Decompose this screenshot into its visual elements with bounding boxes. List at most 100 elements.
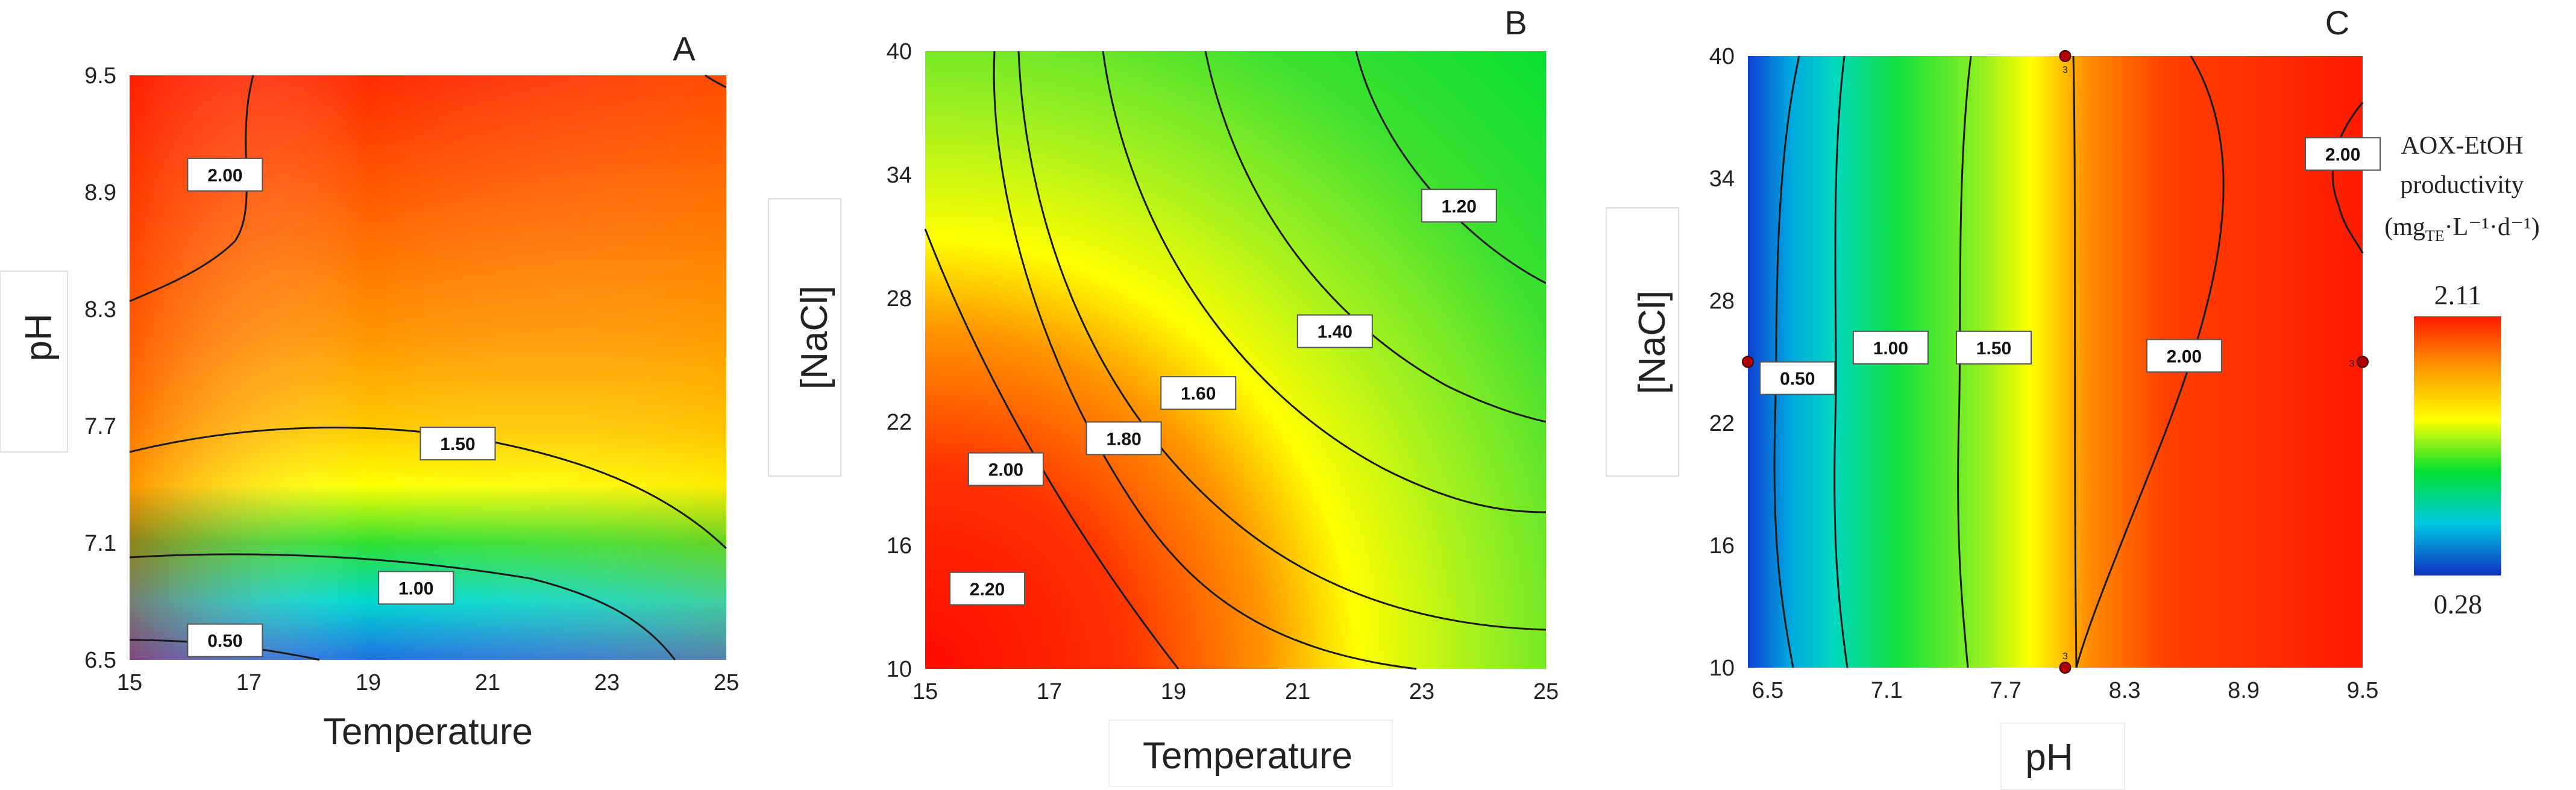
panel-a-contour-2-00 (129, 75, 254, 303)
panel-c-x-axis-label: pH (2025, 737, 2073, 779)
panel-a-x-ticks: 15 17 19 21 23 25 (117, 670, 739, 695)
design-point-label: 3 (2349, 359, 2355, 369)
contour-label-box (187, 623, 263, 657)
contour-label-box (967, 452, 1044, 486)
panel-a-contour-labels: 2.00 1.50 1.00 0.50 (187, 157, 496, 657)
legend-unit-sub: TE (2425, 227, 2445, 245)
contour-label: 1.50 (419, 427, 496, 461)
panel-a-y-ticks: 6.5 7.1 7.7 8.3 8.9 9.5 (84, 63, 116, 673)
design-point (2059, 50, 2072, 62)
x-tick-label: 17 (1037, 679, 1062, 704)
contour-label: 0.50 (1759, 361, 1836, 395)
contour-label-text: 1.50 (1976, 339, 2011, 359)
contour-label-text: 1.00 (398, 578, 433, 598)
contour-label-text: 1.60 (1181, 384, 1216, 404)
panel-b-x-axis-label: Temperature (1143, 735, 1352, 777)
x-tick-label: 8.3 (2109, 678, 2141, 703)
y-tick-label: 40 (1709, 44, 1735, 69)
panel-b-surface (925, 51, 1546, 669)
contour-label-box (1956, 330, 2032, 365)
contour-label-text: 2.00 (2167, 346, 2202, 366)
contour-label-box (378, 571, 454, 605)
contour-label: 1.50 (1956, 330, 2032, 365)
y-tick-label: 8.3 (84, 297, 116, 322)
y-tick-label: 34 (887, 163, 912, 188)
x-tick-label: 21 (475, 670, 500, 695)
y-tick-label: 16 (1709, 533, 1735, 559)
panel-b-contour-1-80 (1017, 51, 1547, 631)
contour-label-text: 2.00 (207, 166, 242, 186)
panel-c-contour-labels: 0.50 1.00 1.50 2.00 2.00 (1759, 137, 2381, 395)
contour-label-text: 0.50 (207, 632, 242, 651)
legend-unit: (mgTE·L⁻¹·d⁻¹) (2384, 213, 2540, 245)
y-tick-label: 8.9 (84, 180, 116, 205)
contour-label-text: 1.00 (1873, 339, 1908, 359)
x-tick-label: 15 (913, 679, 938, 704)
y-tick-label: 6.5 (84, 648, 116, 673)
panel-c-contour-1-50 (1957, 55, 1972, 668)
x-tick-label: 25 (714, 670, 739, 695)
panel-c-y-ticks: 10 16 22 28 34 40 (1709, 44, 1735, 681)
panel-a-x-axis-label: Temperature (323, 711, 533, 753)
design-point (2059, 662, 2072, 674)
x-tick-label: 9.5 (2347, 678, 2379, 703)
panel-b-y-axis-label: [NaCl] (794, 286, 835, 389)
panel-b-contour-1-60 (1102, 51, 1547, 513)
panel-b-contour-1-40 (1204, 51, 1547, 423)
y-tick-label: 9.5 (84, 63, 116, 89)
contour-label-box (187, 157, 263, 192)
contour-label-box (1296, 314, 1373, 348)
contour-label-box (1759, 361, 1836, 395)
x-tick-label: 6.5 (1751, 678, 1783, 703)
panel-b: 1.20 1.40 1.60 1.80 2.00 2.20 15 17 19 21 23 25 10… (768, 4, 1559, 787)
panel-a-letter: A (673, 30, 696, 67)
contour-label: 1.00 (378, 571, 454, 605)
contour-label-box (1421, 189, 1497, 223)
design-point-label: 3 (2062, 65, 2068, 75)
panel-b-y-ticks: 10 16 22 28 34 40 (887, 39, 912, 682)
contour-label: 2.00 (2146, 339, 2222, 373)
panel-a-y-label-box (0, 271, 68, 453)
legend-title-line1: AOX-EtOH (2401, 132, 2524, 160)
panel-c-y-label-box (1606, 207, 1679, 477)
panel-b-contour-2-00 (993, 51, 1417, 670)
x-tick-label: 17 (236, 670, 262, 695)
legend-max: 2.11 (2434, 280, 2482, 310)
legend-title-line2: productivity (2400, 171, 2524, 199)
contour-label-text: 2.20 (970, 580, 1005, 600)
panel-b-contour-labels: 1.20 1.40 1.60 1.80 2.00 2.20 (949, 189, 1497, 606)
y-tick-label: 7.1 (84, 531, 116, 556)
x-tick-label: 25 (1533, 679, 1559, 704)
legend-colorbar (2414, 316, 2501, 575)
y-tick-label: 10 (887, 657, 912, 682)
panel-b-contour-1-20 (1355, 51, 1547, 284)
panel-c-contour-2-00-b (2331, 102, 2364, 254)
panel-c-surface (1748, 56, 2363, 668)
panel-c: 0.50 1.00 1.50 2.00 2.00 3 3 3 6.5 7.1 7.7 8.3 8.9… (1606, 4, 2381, 790)
panel-c-letter: C (2325, 4, 2349, 42)
panel-b-letter: B (1504, 4, 1527, 42)
contour-label-text: 0.50 (1780, 369, 1815, 389)
panel-a-contour-corner (705, 74, 727, 89)
legend-unit-suffix: ·L⁻¹·d⁻¹) (2445, 213, 2540, 241)
legend: AOX-EtOH productivity (mgTE·L⁻¹·d⁻¹) 2.1… (2384, 132, 2540, 619)
design-point (1742, 356, 1754, 368)
y-tick-label: 10 (1709, 656, 1735, 681)
contour-label-box (1160, 376, 1237, 410)
contour-label: 1.80 (1085, 421, 1162, 456)
panel-b-contour-2-20 (924, 228, 1180, 669)
contour-label: 1.00 (1852, 330, 1929, 365)
y-tick-label: 28 (1709, 289, 1735, 314)
contour-label-box (2305, 137, 2381, 171)
contour-label: 1.60 (1160, 376, 1237, 410)
contour-label-box (419, 427, 496, 461)
contour-label-box (1852, 330, 1929, 365)
panel-c-contour-1-50-b (2072, 55, 2078, 668)
contour-label-text: 1.20 (1442, 196, 1477, 216)
panel-c-y-axis-label: [NaCl] (1632, 290, 1673, 394)
design-point-label: 3 (2062, 651, 2068, 662)
panel-c-contour-2-00 (2075, 55, 2225, 668)
x-tick-label: 7.7 (1990, 678, 2022, 703)
contour-label-text: 2.00 (988, 460, 1023, 480)
